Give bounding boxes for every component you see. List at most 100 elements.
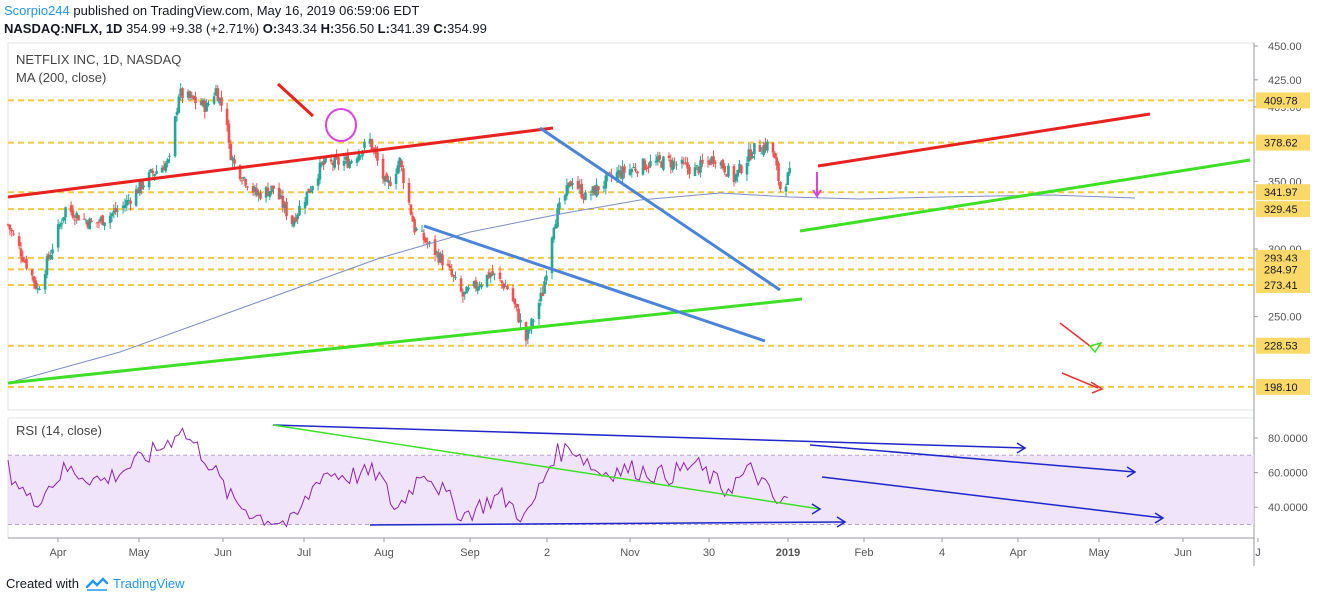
arrow-head-icon	[1016, 442, 1027, 454]
candle-body	[489, 273, 493, 277]
candle-body	[383, 176, 387, 182]
time-tick-label: J	[1255, 547, 1261, 559]
candle-body	[333, 157, 337, 168]
candle-body	[461, 291, 465, 297]
candle-body	[381, 158, 385, 179]
candle-body	[348, 161, 351, 168]
rsi-channel-upper-line	[809, 444, 1136, 473]
candle-body	[136, 189, 140, 194]
candle-body	[318, 162, 322, 180]
candle-body	[565, 184, 569, 196]
created-with-text: Created with	[6, 576, 79, 591]
candle-body	[205, 102, 208, 112]
candle-body	[153, 174, 156, 176]
candle-body	[446, 264, 450, 266]
candle-body	[580, 183, 584, 198]
candle-body	[402, 168, 405, 184]
candle-body	[311, 186, 314, 191]
candle-body	[433, 239, 437, 255]
candle-body	[6, 224, 10, 226]
candle-body	[396, 165, 400, 174]
candle-body	[73, 219, 77, 221]
candle-body	[181, 88, 184, 99]
candle-body	[788, 168, 791, 174]
candle-body	[212, 96, 216, 104]
time-tick-label: Sep	[460, 547, 480, 559]
time-tick-label: Jun	[1174, 547, 1192, 559]
tradingview-link[interactable]: TradingView	[113, 576, 185, 591]
candle-body	[751, 155, 754, 158]
blue-wedge-lower-line	[423, 224, 766, 343]
candle-body	[389, 181, 392, 186]
high-label: H:	[320, 21, 335, 36]
candle-body	[645, 168, 649, 170]
candle-body	[454, 277, 457, 279]
candle-body	[142, 185, 145, 188]
symbol-label: NASDAQ:NFLX, 1D	[4, 21, 123, 36]
candle-body	[324, 158, 327, 163]
candle-body	[114, 208, 117, 213]
candle-body	[552, 227, 556, 240]
candle-body	[597, 186, 600, 191]
candle-body	[485, 274, 489, 287]
candle-body	[628, 169, 632, 175]
candle-body	[255, 188, 259, 196]
price-level-label: 284.97	[1264, 264, 1298, 276]
candle-body	[346, 155, 350, 168]
candle-body	[95, 222, 99, 224]
candle-body	[493, 273, 496, 275]
candle-body	[584, 192, 587, 200]
candle-body	[387, 180, 390, 183]
candle-body	[259, 192, 262, 199]
candle-body	[686, 162, 689, 169]
time-tick-label: May	[1089, 547, 1110, 559]
candle-body	[632, 166, 636, 168]
candle-body	[84, 220, 88, 222]
blue-wedge-upper-line	[539, 126, 781, 292]
arrow-head-icon	[811, 503, 822, 515]
candle-body	[435, 251, 439, 253]
candle-body	[506, 285, 509, 290]
candle-body	[786, 172, 790, 185]
candle-body	[775, 157, 778, 166]
candle-body	[465, 286, 468, 294]
candle-body	[240, 180, 244, 182]
candle-body	[36, 288, 40, 290]
high-value: 356.50	[334, 21, 375, 36]
candle-body	[277, 187, 281, 200]
candle-body	[186, 91, 190, 98]
price-tick-label: 425.00	[1268, 75, 1302, 87]
candle-body	[732, 166, 736, 183]
candle-body	[667, 155, 671, 159]
candle-body	[251, 185, 255, 193]
price-level-badge	[1256, 134, 1310, 151]
candle-body	[747, 149, 751, 162]
candle-body	[298, 205, 301, 216]
candle-body	[155, 171, 158, 174]
candle-body	[545, 275, 548, 281]
candle-body	[303, 202, 307, 209]
candle-body	[97, 221, 101, 223]
author-link[interactable]: Scorpio244	[4, 3, 70, 18]
candle-body	[229, 143, 233, 160]
price-level-label: 378.62	[1264, 138, 1298, 150]
rsi-legend: RSI (14, close)	[16, 423, 102, 438]
candle-body	[660, 161, 663, 168]
candle-body	[784, 186, 788, 192]
ma-200-line	[7, 192, 1136, 384]
candle-body	[203, 100, 207, 113]
candle-body	[745, 162, 749, 175]
candle-body	[684, 162, 687, 164]
candle-body	[266, 187, 270, 196]
tradingview-logo-icon	[85, 577, 108, 594]
candle-body	[350, 161, 353, 163]
candle-body	[372, 148, 376, 150]
candle-body	[77, 215, 80, 221]
candle-body	[121, 205, 125, 208]
candle-body	[108, 215, 112, 224]
time-tick-label: 2019	[776, 547, 800, 559]
rsi-tick-label: 40.0000	[1268, 502, 1308, 514]
candle-body	[138, 181, 142, 194]
candle-body	[99, 217, 103, 222]
